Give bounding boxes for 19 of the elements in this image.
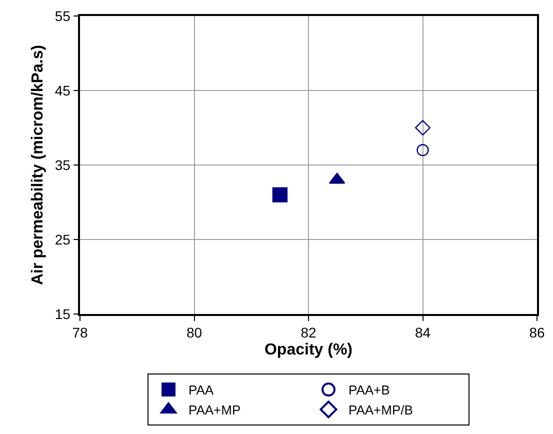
x-tick-label: 84 <box>414 324 431 341</box>
y-tick-label: 15 <box>54 306 71 322</box>
point <box>416 144 429 156</box>
x-tick-label: 80 <box>186 324 202 341</box>
legend-label: PAA+MP <box>188 402 241 418</box>
x-tick-label: 82 <box>300 324 316 341</box>
x-axis-title: Opacity (%) <box>264 342 353 359</box>
legend-label: PAA+MP/B <box>348 402 413 418</box>
y-tick-label: 55 <box>54 8 71 24</box>
point <box>415 120 430 136</box>
y-tick-label: 45 <box>54 82 71 98</box>
y-tick-label: 35 <box>54 156 71 173</box>
x-tick-label: 78 <box>72 324 88 341</box>
point <box>272 187 288 202</box>
y-tick-label: 25 <box>54 231 71 248</box>
legend-label: PAA+B <box>348 382 390 398</box>
legend-label: PAA <box>188 382 214 398</box>
y-axis-title: Air permeability (microm/kPa.s) <box>29 44 46 286</box>
x-tick-label: 86 <box>529 324 545 341</box>
